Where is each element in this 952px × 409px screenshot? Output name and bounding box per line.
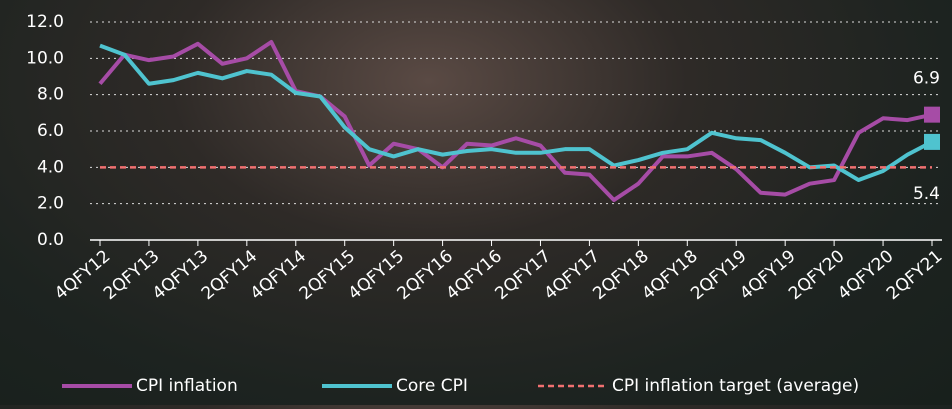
legend-label: CPI inflation bbox=[136, 376, 238, 396]
legend-label: CPI inflation target (average) bbox=[612, 376, 859, 396]
y-tick-label: 10.0 bbox=[26, 48, 64, 68]
x-tick-label: 2QFY21 bbox=[883, 246, 946, 304]
y-tick-label: 8.0 bbox=[37, 85, 64, 105]
end-label: 5.4 bbox=[913, 184, 940, 204]
series-line bbox=[98, 39, 933, 203]
y-tick-label: 6.0 bbox=[37, 121, 64, 141]
y-tick-label: 0.0 bbox=[37, 230, 64, 250]
end-label: 6.9 bbox=[913, 69, 940, 89]
end-marker bbox=[924, 133, 940, 150]
end-marker bbox=[924, 106, 940, 123]
y-tick-label: 12.0 bbox=[26, 12, 64, 32]
y-tick-label: 2.0 bbox=[37, 194, 64, 214]
y-tick-label: 4.0 bbox=[37, 157, 64, 177]
legend-label: Core CPI bbox=[396, 376, 468, 396]
series-line bbox=[99, 43, 933, 183]
